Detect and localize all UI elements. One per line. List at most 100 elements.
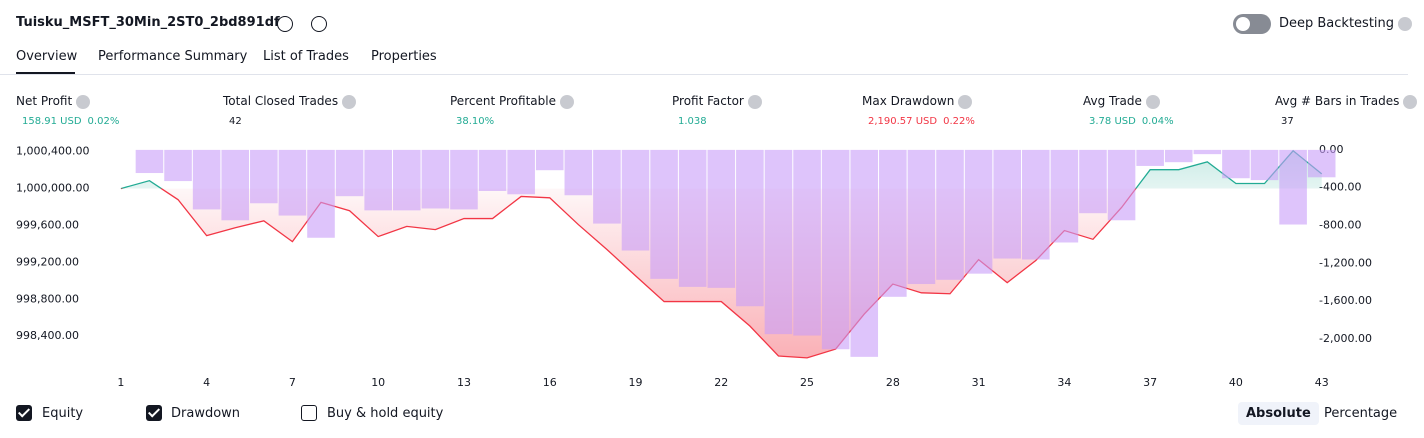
buy-hold-checkbox[interactable] [301,405,317,421]
deep-backtesting-toggle[interactable] [1233,14,1271,34]
drawdown-bar [478,149,507,191]
drawdown-bar [1079,149,1107,214]
settings-icon[interactable] [277,16,293,32]
drawdown-bar [1136,149,1164,166]
y2-tick-label: -2,000.00 [1319,332,1372,345]
drawdown-bar [250,149,278,204]
help-icon[interactable] [747,94,762,109]
drawdown-bar [678,149,707,287]
percentage-button[interactable]: Percentage [1324,406,1398,421]
y-tick-label: 998,800.00 [16,292,79,305]
drawdown-bar [1193,149,1222,155]
deep-backtesting-label: Deep Backtesting [1279,16,1413,31]
help-icon[interactable] [76,94,91,109]
x-tick-label: 4 [203,376,210,389]
help-icon[interactable] [958,94,973,109]
tab[interactable]: Performance Summary [98,49,248,64]
metric-label: Percent Profitable [450,94,574,109]
x-tick-label: 16 [543,376,557,389]
metric-label: Net Profit [16,94,91,109]
metric-value: 3.78 USD 0.04% [1083,113,1174,127]
value: 2,190.57 USD [868,116,938,127]
percent: 0.22% [943,116,975,127]
help-icon[interactable] [559,94,574,109]
drawdown-bar [821,149,850,350]
drawdown-bar [221,149,250,221]
drawdown-bar [993,149,1021,259]
metric-label: Profit Factor [672,94,762,109]
metric-value: 2,190.57 USD 0.22% [862,113,975,127]
drawdown-bar [278,149,307,216]
drawdown-bar [907,149,936,285]
x-tick-label: 28 [886,376,900,389]
strategy-title: Tuisku_MSFT_30Min_2ST0_2bd891df [16,15,280,30]
chart: 998,400.00 998,800.00 999,200.00 999,600.00… [16,143,1372,389]
reload-icon[interactable] [311,16,327,32]
drawdown-bar [650,149,678,279]
drawdown-bar [1307,149,1336,178]
tab[interactable]: List of Trades [263,49,349,64]
value: 1.038 [678,116,707,127]
drawdown-bar [507,149,535,195]
x-tick-label: 22 [714,376,728,389]
equity-checkbox[interactable] [16,405,32,421]
legend-equity: Equity [42,406,84,421]
metric-value: 158.91 USD 0.02% [16,113,119,127]
drawdown-bar [1107,149,1136,221]
drawdown-bar [535,149,564,171]
active-tab-indicator [16,72,75,75]
drawdown-bar [1021,149,1050,260]
legend-drawdown: Drawdown [171,406,241,421]
drawdown-bar [392,149,421,211]
value: 38.10% [456,116,495,127]
y-tick-label: 998,400.00 [16,329,79,342]
y-tick-label: 1,000,000.00 [16,182,89,195]
drawdown-bar [621,149,650,251]
metric-value: 38.10% [450,113,494,127]
help-icon[interactable] [1403,94,1418,109]
drawdown-bar [764,149,793,335]
legend-buy-hold: Buy & hold equity [327,406,444,421]
y2-tick-label: -1,600.00 [1319,294,1372,307]
drawdown-bar [1164,149,1193,163]
drawdown-bar [736,149,764,307]
drawdown-bar [192,149,221,210]
y2-tick-label: -400.00 [1319,181,1361,194]
help-icon[interactable] [342,94,357,109]
metric-label: Avg # Bars in Trades [1275,94,1418,109]
metric-label: Total Closed Trades [223,94,357,109]
drawdown-bar [1050,149,1079,243]
drawdown-checkbox[interactable] [146,405,162,421]
drawdown-bar [335,149,364,197]
y2-tick-label: -800.00 [1319,218,1361,231]
x-tick-label: 37 [1143,376,1157,389]
help-icon[interactable] [1398,16,1413,31]
drawdown-bar [421,149,450,209]
help-icon[interactable] [1145,94,1160,109]
value: 37 [1281,116,1294,127]
drawdown-bar [135,149,164,174]
drawdown-bar [307,149,335,238]
drawdown-bar [1279,149,1307,225]
drawdown-bar [564,149,593,196]
percent: 0.04% [1141,116,1174,127]
x-tick-label: 25 [800,376,814,389]
drawdown-bar [593,149,621,224]
value: 3.78 USD [1089,116,1136,127]
y2-tick-label: -1,200.00 [1319,256,1372,269]
x-tick-label: 10 [371,376,385,389]
y-tick-label: 1,000,400.00 [16,145,89,158]
drawdown-bar [793,149,821,336]
x-tick-label: 31 [972,376,986,389]
drawdown-bar [364,149,392,211]
absolute-button[interactable]: Absolute [1238,402,1319,425]
drawdown-bar [879,149,907,297]
tab[interactable]: Overview [16,49,78,64]
x-tick-label: 1 [117,376,124,389]
metric-label: Max Drawdown [862,94,973,109]
drawdown-bar [450,149,478,210]
y-tick-label: 999,200.00 [16,255,79,268]
tab[interactable]: Properties [371,49,437,64]
x-tick-label: 13 [457,376,471,389]
